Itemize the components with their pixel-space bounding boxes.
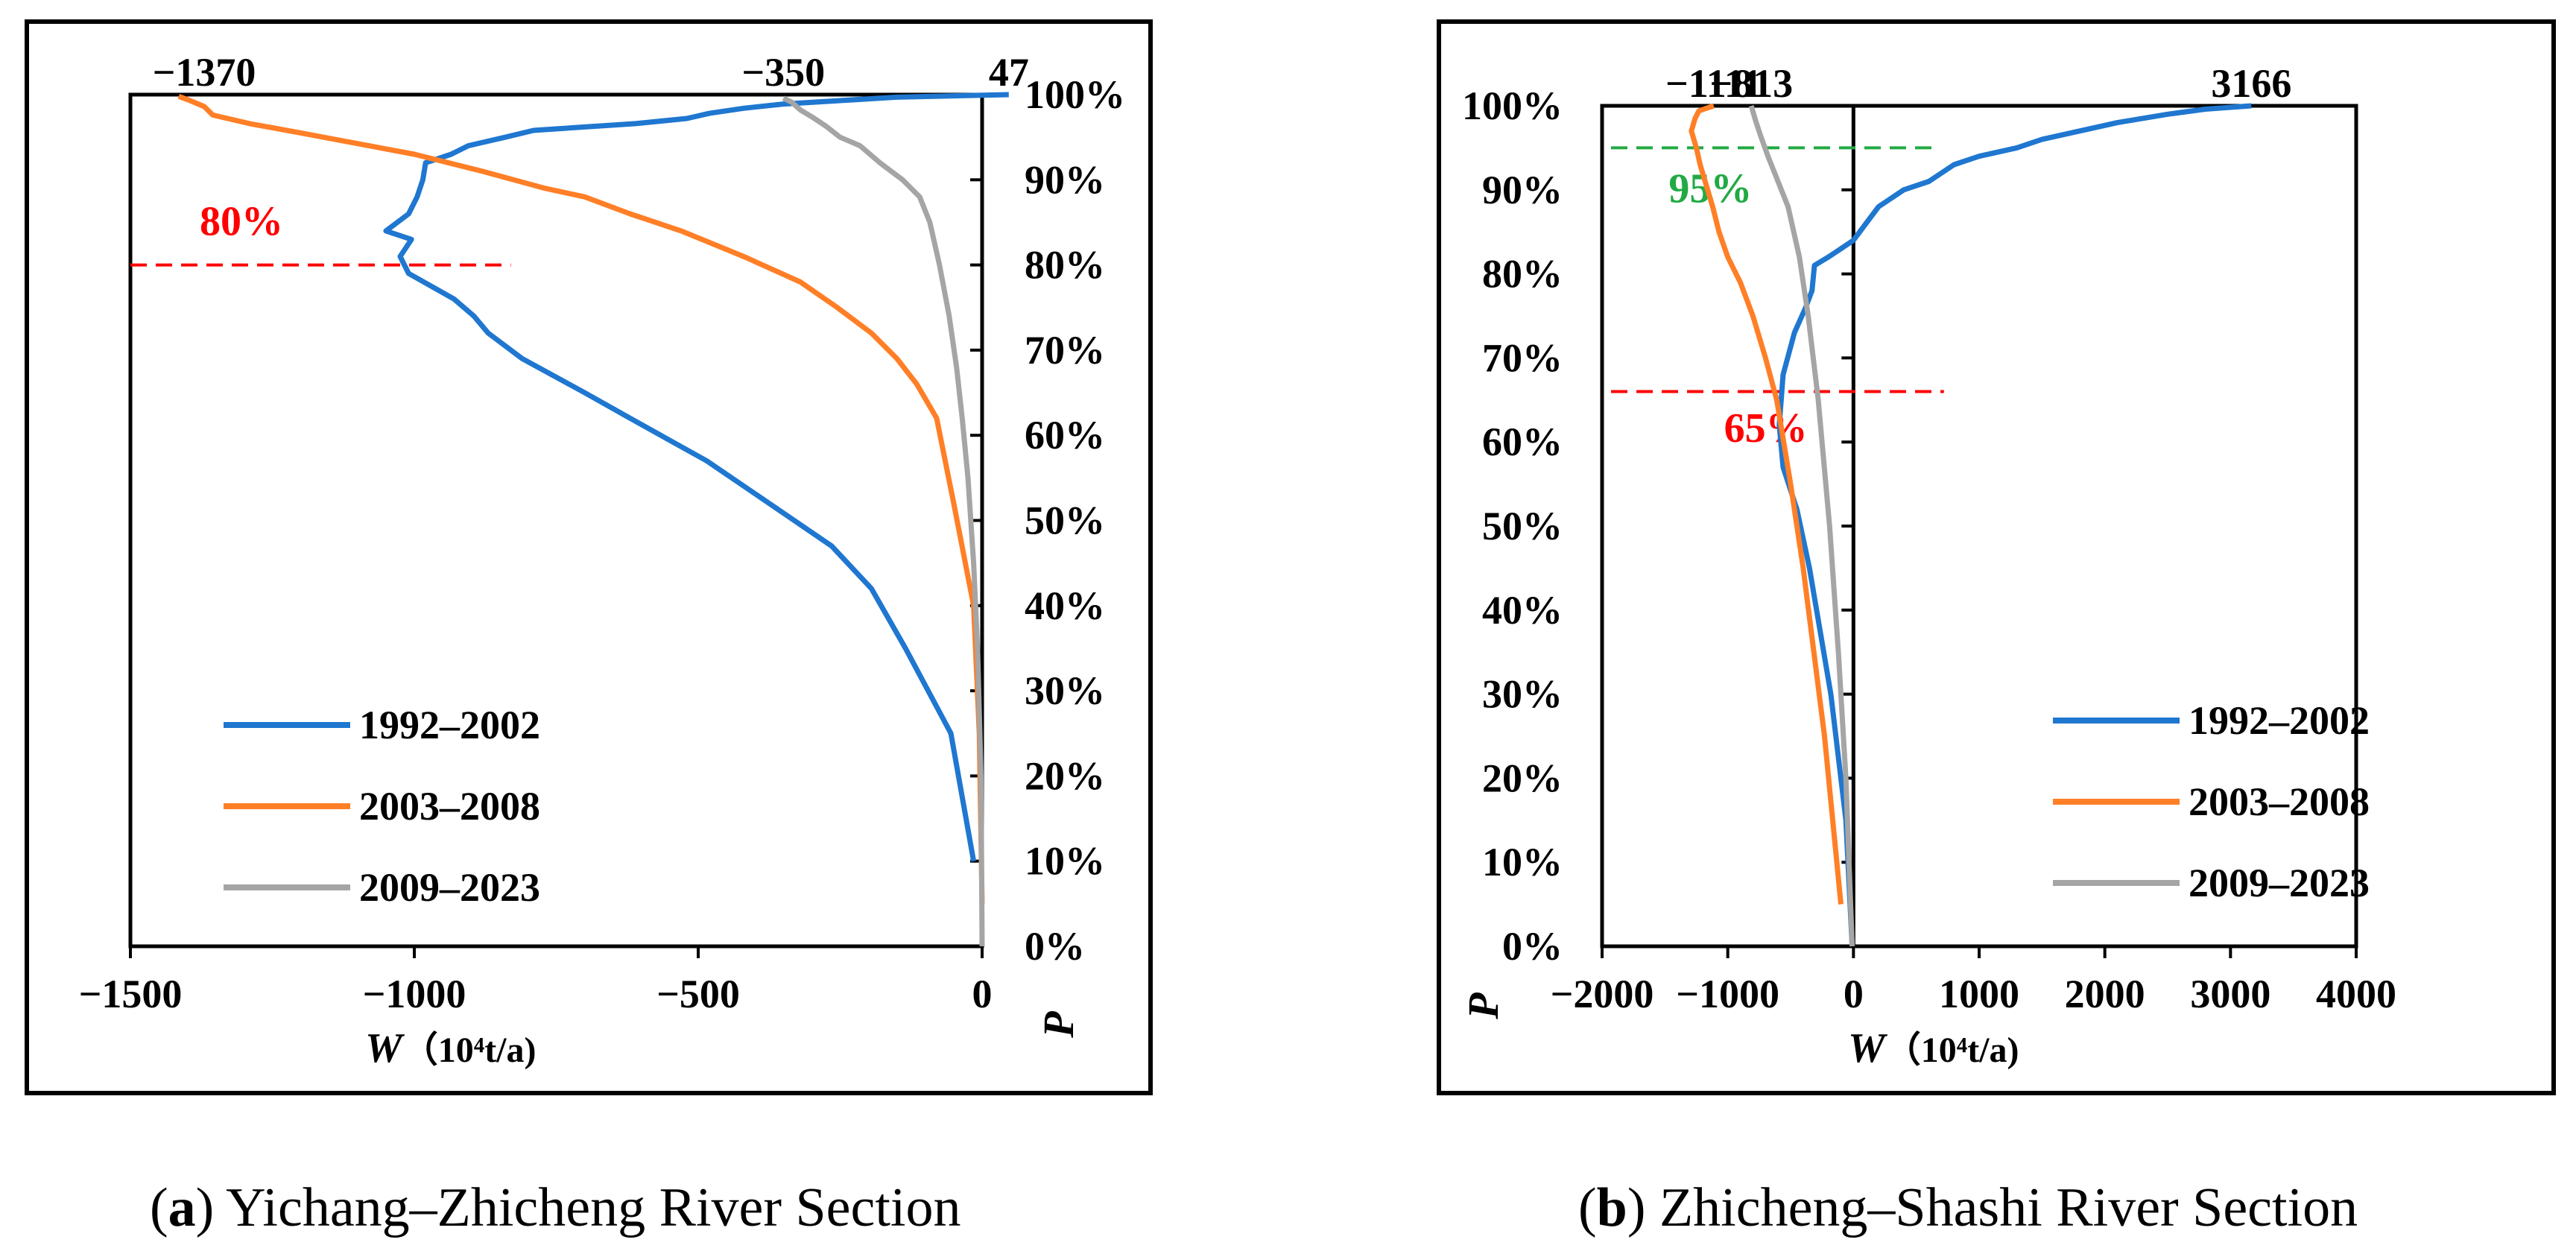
panel-a-ytick-label: 0%	[1025, 924, 1085, 969]
panel-b-chart: 0% 10% 20% 30% 40% 50% 60% 70% 80% 90% 100% −2000 −1…	[1459, 61, 2396, 1071]
panel-b-xlabel-unit: （10⁴t/a)	[1885, 1030, 2019, 1070]
caption-b-close: )	[1627, 1177, 1659, 1238]
panel-a-series-2003–2008	[177, 94, 985, 904]
panel-a-xlabel: W（10⁴t/a)	[365, 1025, 537, 1071]
panel-b-ytick-label: 70%	[1482, 335, 1563, 380]
panel-b-xtick-label: −2000	[1551, 972, 1654, 1016]
panel-b-ytick-label: 60%	[1482, 419, 1563, 464]
panel-b-legend-label: 1992–2002	[2189, 698, 2370, 743]
panel-b-ytick-label: 30%	[1482, 672, 1563, 717]
caption-a-open: (	[150, 1177, 168, 1238]
caption-b-text: Zhicheng–Shashi River Section	[1659, 1177, 2358, 1238]
caption-a-label: a	[168, 1177, 196, 1238]
panel-b-legend-label: 2009–2023	[2189, 861, 2370, 905]
panel-b-ytick-label: 40%	[1482, 588, 1563, 633]
panel-b-reference-label: 65%	[1724, 405, 1808, 452]
panel-b-ylabel: P	[1459, 992, 1507, 1020]
panel-b-xtick-label: 3000	[2190, 972, 2270, 1016]
caption-b-open: (	[1578, 1177, 1597, 1238]
caption-a: (a) Yichang–Zhicheng River Section	[150, 1177, 961, 1238]
panel-b-ytick-label: 10%	[1482, 840, 1563, 884]
caption-b-label: b	[1597, 1177, 1627, 1238]
panel-a-xtick-label: −1000	[363, 972, 466, 1016]
panel-a-xtick-label: 0	[972, 972, 993, 1016]
caption-b: (b) Zhicheng–Shashi River Section	[1578, 1177, 2358, 1238]
panel-a-xlabel-var: W	[365, 1025, 405, 1071]
panel-b-ytick-label: 0%	[1502, 924, 1563, 969]
caption-a-text: Yichang–Zhicheng River Section	[226, 1177, 961, 1238]
panel-b-xlabel-var: W	[1848, 1025, 1888, 1071]
panel-a-ytick-label: 20%	[1025, 753, 1105, 798]
panel-a-legend-label: 1992–2002	[359, 703, 540, 747]
panel-b-top-annotation: −813	[1709, 61, 1793, 106]
panel-a-chart: 0% 10% 20% 30% 40% 50% 60% 70% 80% 90% 100% −1500 −1…	[79, 50, 1125, 1071]
panel-b-xtick-label: 2000	[2065, 972, 2145, 1016]
panel-a-ylabel: P	[1034, 1011, 1083, 1039]
panel-b-series-2009–2023	[1748, 105, 1855, 947]
panel-a-frame	[25, 19, 1153, 1095]
panel-a-top-annotation: −1370	[153, 50, 256, 95]
panel-b-xtick-label: 0	[1844, 972, 1864, 1016]
panel-b-ytick-label: 100%	[1462, 83, 1563, 128]
panel-b-xtick-label: 4000	[2316, 972, 2396, 1016]
panel-a-legend-label: 2003–2008	[359, 784, 540, 829]
panel-a-xtick-label: −1500	[79, 972, 183, 1016]
panel-b-series-2003–2008	[1689, 103, 1844, 905]
panel-b-ytick-label: 90%	[1482, 168, 1563, 212]
panel-a-reference-label: 80%	[200, 199, 283, 245]
panel-b-top-annotation: −1111	[1665, 61, 1762, 106]
panel-b-xtick-label: −1000	[1676, 972, 1779, 1016]
panel-a-ytick-label: 40%	[1025, 583, 1105, 628]
panel-a-xtick-label: −500	[656, 972, 740, 1016]
panel-a-ytick-label: 70%	[1025, 328, 1105, 373]
panel-a-ytick-label: 90%	[1025, 157, 1105, 202]
panel-a-ytick-label: 60%	[1025, 413, 1105, 457]
caption-a-close: )	[196, 1177, 226, 1238]
panel-a-xlabel-unit: （10⁴t/a)	[402, 1030, 537, 1070]
panel-a-top-annotation: 47	[989, 50, 1029, 95]
panel-b-xtick-label: 1000	[1939, 972, 2019, 1016]
panel-b-legend-label: 2003–2008	[2189, 779, 2370, 824]
panel-a-ytick-label: 100%	[1025, 72, 1125, 117]
panel-a-top-annotation: −350	[741, 50, 825, 95]
panel-a-series-1992–2002	[383, 92, 1009, 862]
panel-a-legend-label: 2009–2023	[359, 865, 540, 910]
panel-a-series-2009–2023	[782, 95, 985, 947]
panel-a-ytick-label: 50%	[1025, 498, 1105, 543]
panel-a-ytick-label: 10%	[1025, 839, 1105, 884]
panel-b-frame	[1437, 19, 2556, 1095]
panel-b-ytick-label: 50%	[1482, 504, 1563, 548]
panel-b-ytick-label: 80%	[1482, 252, 1563, 297]
panel-a-ytick-label: 30%	[1025, 668, 1105, 713]
panel-b-ytick-label: 20%	[1482, 756, 1563, 800]
panel-b-top-annotation: 3166	[2211, 61, 2291, 106]
panel-a-ytick-label: 80%	[1025, 243, 1105, 288]
panel-b-xlabel: W（10⁴t/a)	[1848, 1025, 2019, 1071]
